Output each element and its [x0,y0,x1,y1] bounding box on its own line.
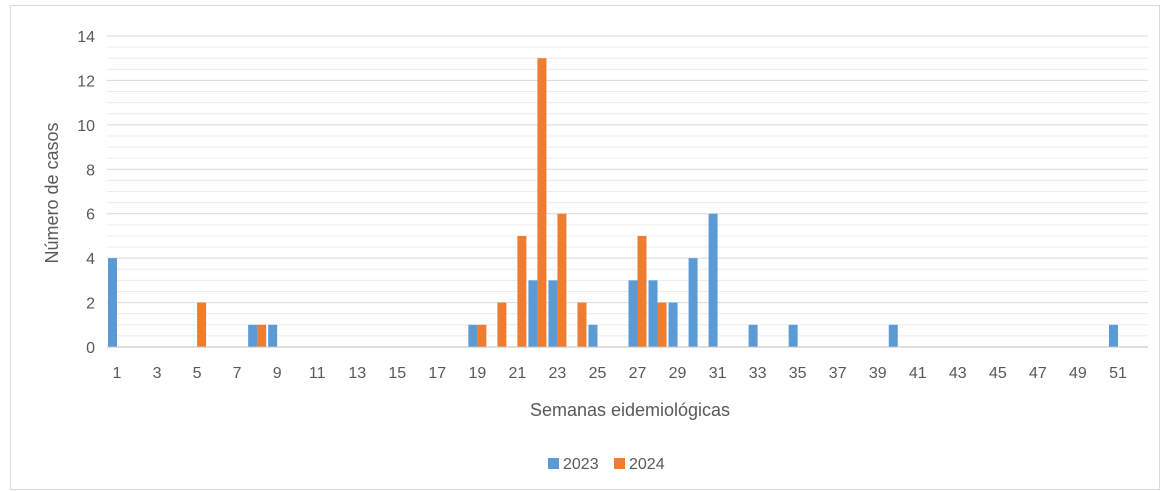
y-tick-label: 4 [86,251,95,268]
legend-label-2023: 2023 [563,456,599,473]
x-tick-label: 1 [113,365,122,382]
bar-2024-week-19 [477,324,487,347]
bars [108,58,1118,348]
bar-2024-week-24 [577,302,587,347]
bar-2023-week-27 [628,280,638,347]
y-tick-label: 0 [86,340,95,357]
bar-2024-week-23 [557,213,567,347]
legend-label-2024: 2024 [629,456,665,473]
x-tick-label: 47 [1029,365,1047,382]
y-tick-label: 14 [77,29,95,46]
bar-2023-week-29 [668,302,678,347]
x-tick-label: 33 [749,365,767,382]
bar-2024-week-5 [197,302,207,347]
y-tick-label: 2 [86,296,95,313]
x-tick-label: 11 [309,365,326,382]
x-tick-label: 45 [989,365,1007,382]
x-tick-label: 29 [669,365,687,382]
bar-2023-week-19 [468,324,478,347]
y-tick-labels: 0 2 4 6 8 10 12 14 [77,29,95,357]
legend-swatch-2024 [614,458,625,469]
bar-2024-week-8 [257,324,267,347]
bar-2023-week-51 [1108,324,1118,347]
x-tick-label: 39 [869,365,887,382]
y-tick-label: 8 [86,162,95,179]
x-tick-labels: 1 3 5 7 9 11 13 15 17 19 21 23 25 27 29 31 33 35 37 39 41 43 4… [113,365,1127,382]
bar-2023-week-8 [248,324,258,347]
gridlines [107,35,1148,337]
bar-2023-week-35 [788,324,798,347]
bar-2023-week-1 [108,258,118,347]
bar-2023-week-31 [708,213,718,347]
y-axis-title: Número de casos [42,122,62,263]
y-tick-label: 10 [77,118,95,135]
x-tick-label: 37 [829,365,847,382]
x-tick-label: 51 [1109,365,1127,382]
bar-2023-week-23 [548,280,558,347]
bar-2023-week-40 [888,324,898,347]
bar-2024-week-22 [537,58,547,348]
x-tick-label: 43 [949,365,967,382]
bar-2023-week-30 [688,258,698,347]
x-tick-label: 31 [709,365,727,382]
bar-2024-week-21 [517,235,527,347]
x-tick-label: 13 [348,365,366,382]
x-tick-label: 7 [233,365,242,382]
y-tick-label: 12 [77,73,95,90]
x-tick-label: 17 [428,365,446,382]
bar-2024-week-20 [497,302,507,347]
legend: 2023 2024 [548,456,665,473]
x-tick-label: 41 [909,365,927,382]
y-tick-label: 6 [86,207,95,224]
bar-2024-week-28 [657,302,667,347]
x-axis-title: Semanas eidemiológicas [530,400,730,420]
x-tick-label: 5 [193,365,202,382]
x-tick-label: 49 [1069,365,1087,382]
legend-swatch-2023 [548,458,559,469]
x-tick-label: 25 [589,365,607,382]
bar-2023-week-9 [268,324,278,347]
bar-2023-week-25 [588,324,598,347]
x-tick-label: 27 [629,365,647,382]
bar-2024-week-27 [637,235,647,347]
x-tick-label: 3 [153,365,162,382]
x-tick-label: 35 [789,365,807,382]
x-tick-label: 23 [549,365,567,382]
x-tick-label: 19 [468,365,486,382]
bar-2023-week-33 [748,324,758,347]
bar-2023-week-22 [528,280,538,347]
x-tick-label: 21 [508,365,526,382]
x-tick-label: 9 [273,365,282,382]
x-tick-label: 15 [388,365,406,382]
bar-2023-week-28 [648,280,658,347]
